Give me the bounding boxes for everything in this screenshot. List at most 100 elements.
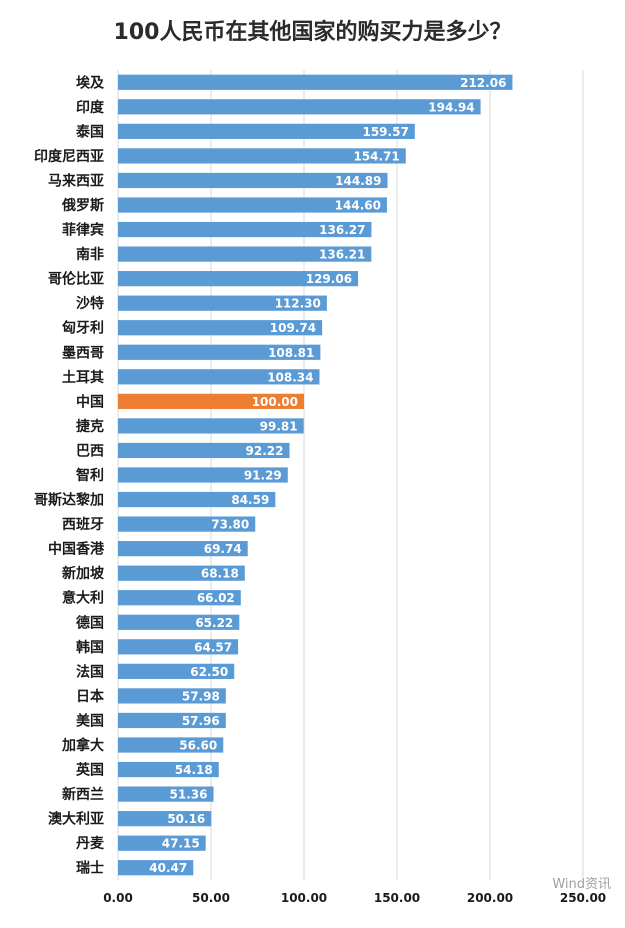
x-tick-label: 100.00	[281, 891, 327, 905]
watermark-credit: Wind资讯	[552, 877, 611, 892]
category-label: 捷克	[76, 418, 104, 435]
category-label: 印度	[76, 99, 105, 116]
value-label: 136.21	[319, 248, 365, 262]
value-label: 194.94	[428, 100, 474, 114]
category-label: 意大利	[62, 590, 104, 607]
category-label: 巴西	[76, 443, 104, 459]
bar	[118, 811, 212, 827]
x-tick-label: 200.00	[467, 891, 513, 905]
value-label: 57.96	[182, 714, 220, 728]
bar	[118, 369, 320, 385]
value-label: 40.47	[149, 861, 187, 875]
category-label: 加拿大	[61, 737, 104, 754]
category-label: 哥伦比亚	[48, 271, 104, 288]
value-label: 100.00	[252, 395, 298, 409]
category-label: 西班牙	[62, 516, 104, 533]
category-label: 埃及	[76, 74, 105, 91]
x-tick-label: 50.00	[192, 891, 230, 905]
bar	[118, 99, 481, 115]
category-label: 哥斯达黎加	[34, 492, 104, 509]
bar	[118, 737, 224, 753]
value-label: 50.16	[167, 812, 205, 826]
category-label: 丹麦	[76, 835, 105, 852]
value-label: 129.06	[306, 272, 352, 286]
bar	[118, 786, 214, 802]
value-label: 154.71	[353, 149, 399, 163]
category-label: 印度尼西亚	[34, 148, 104, 165]
bar	[118, 295, 327, 311]
value-label: 56.60	[179, 739, 217, 753]
bar	[118, 467, 288, 483]
value-label: 57.98	[182, 689, 220, 703]
category-label: 德国	[76, 614, 104, 631]
bar	[118, 516, 256, 532]
value-label: 144.60	[335, 199, 381, 213]
category-label: 马来西亚	[48, 173, 104, 189]
x-tick-label: 0.00	[103, 891, 133, 905]
x-tick-label: 250.00	[560, 891, 606, 905]
category-label: 菲律宾	[62, 222, 104, 239]
category-label: 澳大利亚	[48, 811, 104, 828]
category-label: 新加坡	[62, 565, 105, 582]
value-label: 73.80	[211, 518, 249, 532]
bar	[118, 712, 226, 729]
value-label: 108.34	[267, 370, 313, 384]
category-label: 南非	[76, 246, 104, 263]
bar	[118, 639, 239, 655]
bar	[118, 590, 241, 606]
category-label: 英国	[75, 762, 104, 779]
bar	[118, 491, 276, 508]
category-label: 瑞士	[76, 860, 104, 877]
category-label: 俄罗斯	[61, 197, 104, 214]
bar	[118, 221, 372, 238]
bar	[118, 565, 245, 581]
bar	[118, 393, 304, 409]
bar	[118, 271, 359, 287]
value-label: 91.29	[244, 469, 282, 483]
category-label: 土耳其	[62, 369, 104, 386]
bar	[118, 541, 248, 557]
value-label: 92.22	[246, 444, 284, 458]
value-label: 108.81	[268, 346, 314, 360]
category-label: 美国	[76, 712, 104, 729]
bar	[118, 418, 304, 434]
value-label: 66.02	[197, 591, 235, 605]
bar	[118, 246, 372, 262]
bar	[118, 688, 226, 704]
bar	[118, 344, 321, 360]
value-label: 64.57	[194, 640, 232, 654]
bar	[118, 761, 219, 778]
bar	[118, 320, 323, 336]
bar	[118, 74, 513, 90]
bar	[118, 614, 240, 630]
value-label: 136.27	[319, 223, 365, 237]
category-label: 泰国	[75, 123, 104, 140]
category-label: 中国香港	[48, 541, 105, 558]
value-label: 159.57	[362, 125, 408, 139]
bar	[118, 835, 206, 851]
value-label: 99.81	[260, 419, 298, 433]
value-label: 54.18	[175, 763, 213, 777]
bar	[118, 123, 415, 139]
value-label: 62.50	[190, 665, 228, 679]
category-label: 法国	[76, 663, 104, 680]
bar	[118, 860, 194, 876]
category-label: 中国	[76, 393, 104, 410]
bar	[118, 663, 235, 679]
category-label: 日本	[76, 688, 105, 705]
category-label: 匈牙利	[62, 320, 104, 337]
value-label: 84.59	[231, 493, 269, 507]
value-label: 65.22	[195, 616, 233, 630]
bar	[118, 148, 406, 164]
x-tick-label: 150.00	[374, 891, 420, 905]
value-label: 109.74	[270, 321, 316, 335]
value-label: 144.89	[335, 174, 381, 188]
value-label: 69.74	[204, 542, 242, 556]
category-label: 墨西哥	[62, 345, 104, 361]
value-label: 47.15	[162, 837, 200, 851]
category-label: 沙特	[76, 295, 104, 312]
value-label: 51.36	[170, 788, 208, 802]
bar	[118, 442, 290, 459]
bar	[118, 197, 387, 213]
